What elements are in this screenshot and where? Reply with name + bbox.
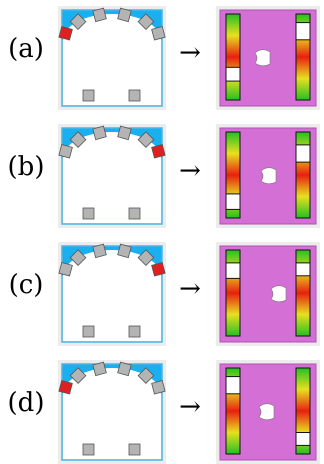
row: (b) → — [8, 124, 320, 228]
bar-gap — [226, 263, 240, 278]
row: (d) → — [8, 360, 320, 464]
blob — [255, 50, 270, 66]
bar-gap — [296, 263, 310, 276]
bar-gap — [296, 433, 310, 446]
row-label: (b) — [8, 152, 45, 182]
blob — [259, 404, 274, 420]
arrow: → — [179, 38, 201, 68]
wheel — [129, 208, 140, 219]
wheel — [129, 326, 140, 337]
wheel — [83, 90, 94, 101]
row: (a) → — [8, 6, 320, 110]
arrow: → — [179, 274, 201, 304]
sensor — [93, 244, 106, 257]
sensor — [93, 362, 106, 375]
sensor — [59, 263, 72, 276]
figure: (a) → (b) → (c) → (d) → — [0, 0, 324, 464]
sensor — [152, 27, 165, 40]
blob — [261, 168, 276, 184]
sensor — [59, 145, 72, 158]
row-label: (d) — [8, 388, 45, 418]
wheel — [129, 444, 140, 455]
sensor — [152, 145, 165, 158]
sensor — [152, 381, 165, 394]
blob — [271, 286, 286, 302]
sensor — [59, 381, 72, 394]
sensor — [152, 263, 165, 276]
sensor — [118, 8, 131, 21]
sensor — [93, 8, 106, 21]
bar-gap — [296, 145, 310, 162]
row-label: (a) — [8, 34, 44, 64]
row-label: (c) — [9, 270, 44, 300]
bar-gap — [226, 194, 240, 209]
sensor — [93, 126, 106, 139]
wheel — [83, 208, 94, 219]
bar — [226, 14, 240, 100]
sensor — [59, 27, 72, 40]
bar-gap — [226, 67, 240, 81]
wheel — [129, 90, 140, 101]
row: (c) → — [9, 242, 320, 346]
wheel — [83, 326, 94, 337]
sensor — [118, 362, 131, 375]
bar-gap — [296, 23, 310, 40]
sensor — [118, 126, 131, 139]
sensor — [118, 244, 131, 257]
arrow: → — [179, 156, 201, 186]
bar-gap — [226, 377, 240, 394]
arrow: → — [179, 392, 201, 422]
wheel — [83, 444, 94, 455]
